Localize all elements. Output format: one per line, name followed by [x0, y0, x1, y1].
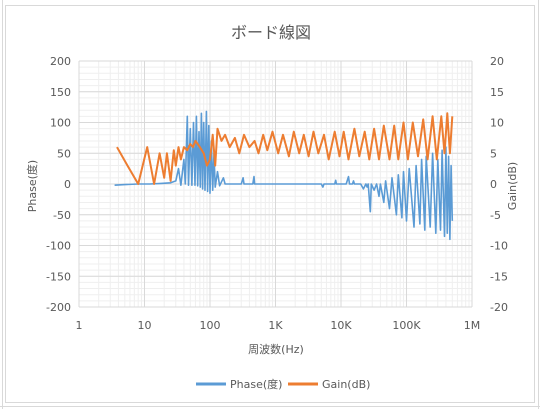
x-tick-label: 1	[76, 319, 83, 332]
y-left-tick-label: -150	[46, 270, 71, 283]
chart-container[interactable]: ボード線図 1 10 100 1K 10K 100K 1M -200 -150 -100 -50 0 5…	[5, 5, 535, 403]
y-left-tick-label: 200	[50, 55, 71, 68]
series-line-phase	[114, 110, 454, 241]
x-tick-label: 10	[138, 319, 152, 332]
y-left-tick-label: -200	[46, 301, 71, 314]
sheet-gridline	[0, 406, 540, 407]
y-right-tick-label: -15	[490, 270, 508, 283]
y-axis-left-label: Phase(度)	[25, 160, 39, 212]
legend-label-phase: Phase(度)	[230, 377, 282, 391]
sheet-gridline	[538, 0, 539, 409]
legend: Phase(度) Gain(dB)	[196, 377, 370, 391]
x-tick-label: 1M	[464, 319, 481, 332]
y-axis-right-label: Gain(dB)	[506, 162, 519, 210]
y-left-tick-label: 150	[50, 86, 71, 99]
y-right-tick-label: 10	[490, 117, 504, 130]
x-tick-label: 10K	[330, 319, 352, 332]
chart-title: ボード線図	[231, 23, 311, 42]
y-right-tick-label: -10	[490, 240, 508, 253]
y-right-tick-label: -5	[490, 209, 501, 222]
x-axis-label: 周波数(Hz)	[248, 343, 304, 356]
series-line-gain	[116, 112, 454, 185]
y-right-tick-label: 20	[490, 55, 504, 68]
x-tick-label: 100	[200, 319, 221, 332]
series-layer	[114, 110, 454, 241]
legend-label-gain: Gain(dB)	[322, 378, 370, 391]
y-left-tick-label: 50	[57, 147, 71, 160]
y-left-tick-label: 0	[64, 178, 71, 191]
y-left-tick-label: -100	[46, 240, 71, 253]
y-left-tick-label: -50	[53, 209, 71, 222]
y-right-tick-label: 5	[490, 147, 497, 160]
axes: 1 10 100 1K 10K 100K 1M-200-150-100-5005010015…	[46, 55, 508, 332]
x-tick-label: 100K	[392, 319, 421, 332]
y-right-tick-label: 0	[490, 178, 497, 191]
y-left-tick-label: 100	[50, 117, 71, 130]
sheet-gridline	[2, 0, 3, 409]
x-tick-label: 1K	[268, 319, 283, 332]
y-right-tick-label: 15	[490, 86, 504, 99]
y-right-tick-label: -20	[490, 301, 508, 314]
bode-chart: ボード線図 1 10 100 1K 10K 100K 1M-200-150-100-5005…	[25, 23, 519, 391]
